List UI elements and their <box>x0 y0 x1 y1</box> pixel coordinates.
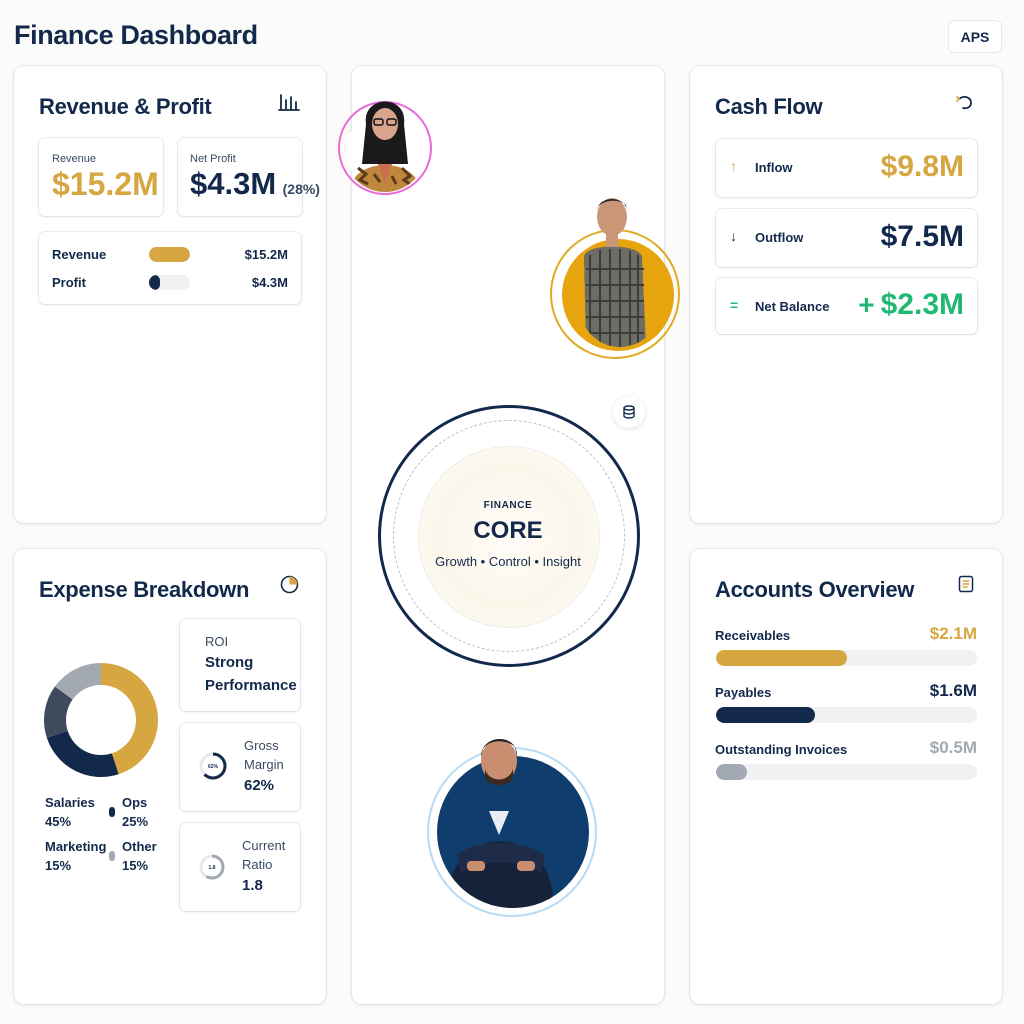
current-ratio-gauge-text: 1.8 <box>209 865 216 871</box>
gross-margin-line1: Gross <box>244 738 279 753</box>
acct-payables-label: Payables <box>715 685 772 700</box>
cash-row-net: = Net Balance + $2.3M <box>716 278 977 334</box>
bar-label-profit: Profit <box>52 275 86 290</box>
acct-payables-track <box>716 707 977 723</box>
core-tagline: Growth • Control • Insight <box>435 554 581 569</box>
revenue-profit-bars: Revenue $15.2M Profit $4.3M <box>39 232 301 304</box>
expense-card: Expense Breakdown Salaries 45% Ops 25% M… <box>14 549 326 1004</box>
cash-flow-card: Cash Flow ↑ Inflow $9.8M ↓ Outflow $7.5M… <box>690 66 1002 523</box>
legend-marketing-pct: 15% <box>45 858 72 873</box>
legend-other-dot <box>109 851 115 861</box>
cash-inflow-label: Inflow <box>755 160 793 175</box>
gross-margin-gauge-text: 62% <box>208 764 219 770</box>
acct-outstanding-label: Outstanding Invoices <box>715 742 848 757</box>
revenue-bar-track <box>149 247 190 262</box>
net-profit-kpi-value: $4.3M <box>190 166 277 201</box>
acct-receivables-value: $2.1M <box>929 624 977 643</box>
revenue-profit-card: Revenue & Profit Revenue $15.2M Net Prof… <box>14 66 326 523</box>
gross-margin-line2: Margin <box>244 757 284 772</box>
database-icon <box>623 405 635 419</box>
gross-margin-gauge: 62% <box>199 752 227 780</box>
legend-ops-pct: 25% <box>122 814 149 829</box>
net-profit-pct: (28%) <box>282 181 320 197</box>
legend-ops-dot <box>109 807 115 817</box>
legend-other-pct: 15% <box>122 858 149 873</box>
legend-marketing-label: Marketing <box>45 839 107 854</box>
current-ratio-box: 1.8 Current Ratio 1.8 <box>180 823 300 911</box>
net-profit-kpi-label: Net Profit <box>190 153 236 165</box>
roi-line2: Performance <box>205 677 297 694</box>
arrow-down-icon: ↓ <box>730 228 737 244</box>
arrow-up-icon: ↑ <box>730 158 737 174</box>
bar-chart-icon[interactable] <box>278 92 300 112</box>
cash-net-value: $2.3M <box>880 288 964 321</box>
cash-net-label: Net Balance <box>755 299 830 314</box>
acct-receivables-track <box>716 650 977 666</box>
legend-salaries-label: Salaries <box>45 795 95 810</box>
equals-icon: = <box>730 297 739 313</box>
cash-row-outflow: ↓ Outflow $7.5M <box>716 209 977 267</box>
revenue-bar-fill <box>149 247 190 262</box>
bar-value-profit: $4.3M <box>251 275 288 290</box>
revenue-kpi: Revenue $15.2M <box>39 138 163 216</box>
legend-ops-label: Ops <box>122 795 148 810</box>
document-icon[interactable] <box>958 575 974 593</box>
current-ratio-line1: Current <box>242 838 286 853</box>
aps-button[interactable]: APS <box>948 20 1002 53</box>
accounts-title: Accounts Overview <box>715 577 915 602</box>
refresh-icon[interactable] <box>955 93 975 113</box>
gross-margin-box: 62% Gross Margin 62% <box>180 723 300 811</box>
profit-bar-track <box>149 275 190 290</box>
core-kicker: FINANCE <box>483 500 533 511</box>
profit-bar-fill <box>149 275 161 290</box>
revenue-kpi-label: Revenue <box>52 153 97 165</box>
cash-row-inflow: ↑ Inflow $9.8M <box>716 139 977 197</box>
page-title: Finance Dashboard <box>14 20 258 50</box>
roi-box: ROI Strong Performance <box>180 619 300 711</box>
cash-outflow-value: $7.5M <box>880 220 964 253</box>
gross-margin-value: 62% <box>244 777 275 794</box>
avatar-man-plaid[interactable] <box>580 195 660 347</box>
cash-flow-title: Cash Flow <box>715 94 823 119</box>
cash-outflow-label: Outflow <box>755 230 804 245</box>
acct-receivables-label: Receivables <box>715 628 791 643</box>
expense-title: Expense Breakdown <box>39 577 250 602</box>
avatar-woman[interactable] <box>344 84 426 192</box>
revenue-kpi-value: $15.2M <box>52 166 159 202</box>
core-title: CORE <box>473 517 543 544</box>
legend-other-label: Other <box>122 839 157 854</box>
acct-outstanding-fill <box>716 764 748 780</box>
current-ratio-gauge: 1.8 <box>199 854 225 880</box>
acct-receivables-fill <box>716 650 847 666</box>
bar-label-revenue: Revenue <box>52 247 107 262</box>
man-suit-portrait-icon <box>446 739 554 908</box>
cash-inflow-value: $9.8M <box>880 150 964 183</box>
core-outer-ring <box>378 405 640 667</box>
acct-payables-value: $1.6M <box>929 681 977 700</box>
current-ratio-line2: Ratio <box>242 857 273 872</box>
woman-portrait-icon <box>346 101 424 192</box>
core-dashed-ring <box>393 420 625 652</box>
roi-label: ROI <box>205 634 229 649</box>
acct-payables-fill <box>716 707 816 723</box>
roi-line1: Strong <box>205 654 254 671</box>
database-button[interactable] <box>613 396 645 428</box>
pie-chart-icon[interactable] <box>280 575 299 594</box>
acct-outstanding-track <box>716 764 977 780</box>
revenue-profit-title: Revenue & Profit <box>39 94 212 119</box>
expense-donut <box>44 663 158 777</box>
cash-net-sign: + <box>858 289 875 320</box>
bar-value-revenue: $15.2M <box>244 247 288 262</box>
legend-salaries-pct: 45% <box>45 814 72 829</box>
accounts-card: Accounts Overview Receivables $2.1M Paya… <box>690 549 1002 1004</box>
current-ratio-value: 1.8 <box>242 877 263 894</box>
acct-outstanding-value: $0.5M <box>929 738 977 757</box>
man-plaid-portrait-icon <box>584 198 646 347</box>
avatar-man-suit[interactable] <box>437 735 589 908</box>
net-profit-kpi: Net Profit $4.3M (28%) <box>178 138 320 216</box>
core-glow <box>418 446 600 628</box>
